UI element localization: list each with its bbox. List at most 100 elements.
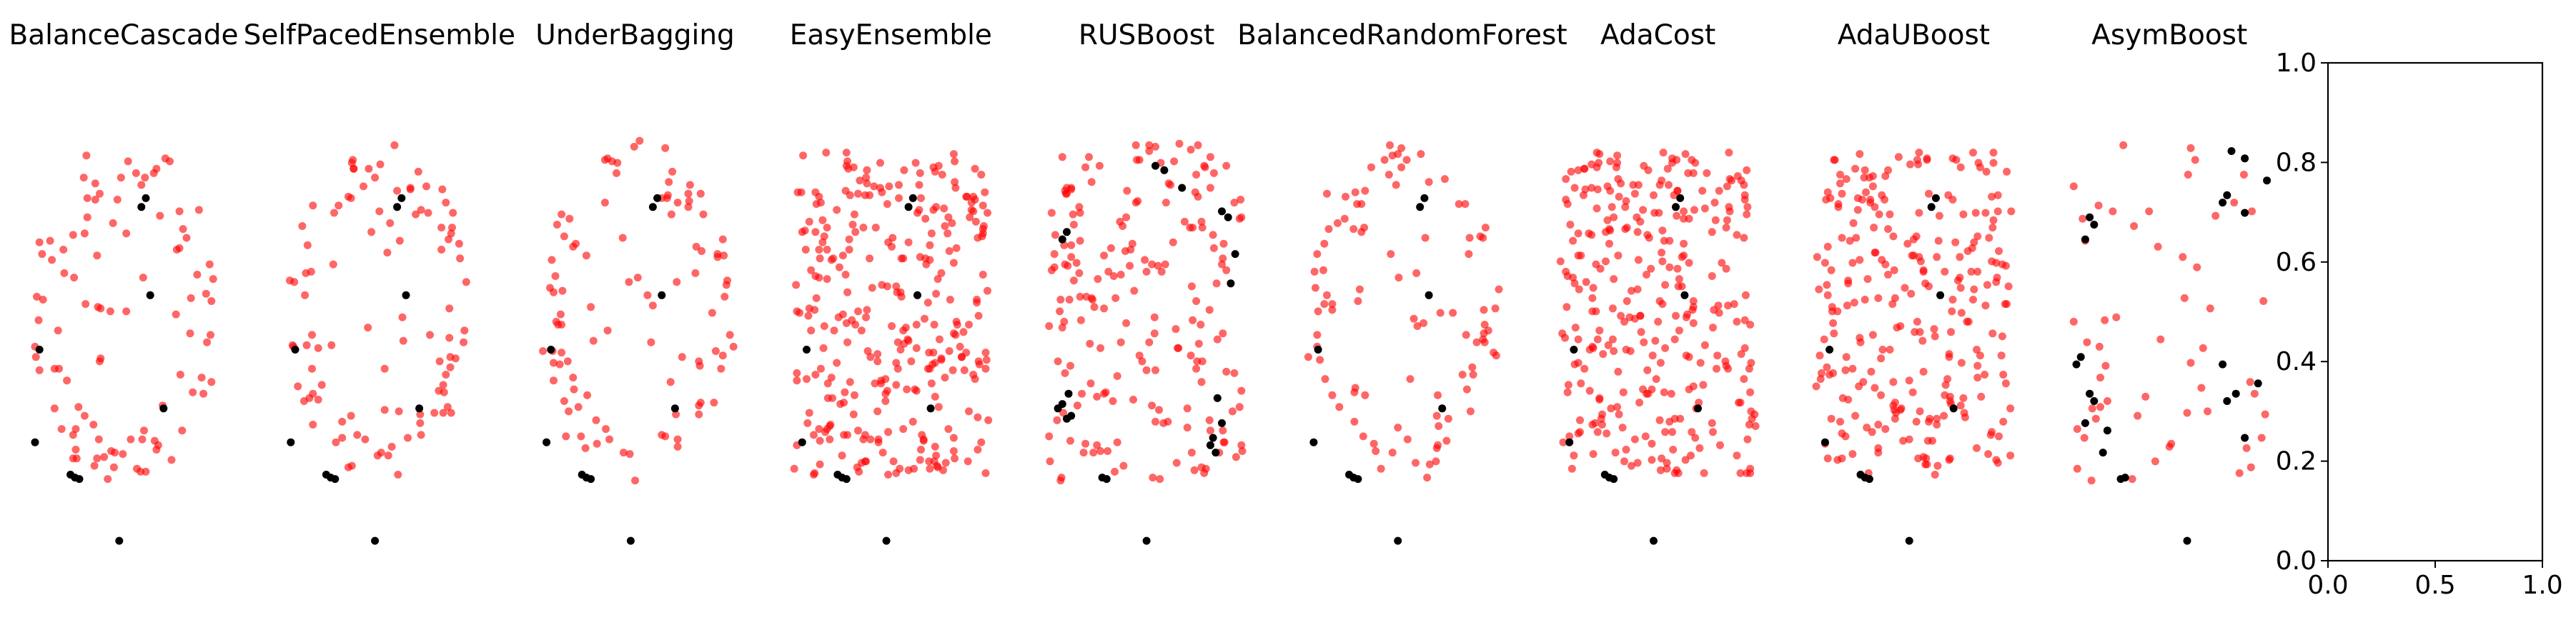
red-point <box>435 386 443 395</box>
red-point <box>1462 331 1470 339</box>
red-point <box>560 232 568 241</box>
red-point <box>48 256 56 264</box>
red-point <box>648 301 657 310</box>
red-point <box>59 246 68 254</box>
red-point <box>856 176 864 185</box>
red-point <box>1650 191 1658 199</box>
red-point <box>1189 316 1197 324</box>
red-point <box>1733 451 1741 460</box>
red-point <box>416 419 425 427</box>
black-point <box>1231 250 1239 259</box>
red-point <box>1076 316 1085 324</box>
black-point <box>1949 404 1958 413</box>
red-point <box>2248 207 2256 216</box>
black-point <box>1680 291 1689 299</box>
red-point <box>848 221 857 229</box>
black-point <box>2219 360 2227 369</box>
red-point <box>1675 326 1683 335</box>
panel-title: RUSBoost <box>1079 19 1215 51</box>
black-point <box>1856 471 1865 479</box>
red-point <box>72 454 81 463</box>
red-point <box>1661 428 1670 436</box>
red-point <box>863 347 872 355</box>
red-point <box>96 189 104 198</box>
red-point <box>1481 224 1490 232</box>
red-point <box>1213 335 1222 344</box>
panel-title: BalancedRandomForest <box>1237 19 1567 51</box>
red-point <box>912 344 921 352</box>
red-point <box>845 235 853 244</box>
red-point <box>799 151 808 160</box>
red-point <box>792 281 801 289</box>
red-point <box>1743 435 1752 444</box>
red-point <box>1056 296 1065 304</box>
red-point <box>1925 282 1933 291</box>
red-point <box>1973 361 1982 370</box>
red-point <box>1397 163 1406 171</box>
red-point <box>602 425 610 434</box>
red-point <box>1570 360 1579 369</box>
red-point <box>1621 203 1630 211</box>
red-point <box>810 471 818 479</box>
red-point <box>558 286 567 295</box>
red-point <box>448 224 456 232</box>
red-point <box>71 425 80 434</box>
red-point <box>1667 389 1675 398</box>
red-point <box>2091 414 2100 423</box>
red-point <box>1899 436 1908 445</box>
red-point <box>1197 463 1206 471</box>
red-point <box>1100 251 1109 260</box>
black-point <box>1206 441 1214 449</box>
red-point <box>1151 417 1159 426</box>
red-point <box>1562 175 1570 184</box>
red-point <box>1889 378 1898 386</box>
red-point <box>937 269 946 277</box>
red-point <box>949 434 958 442</box>
scatter-panel-6: BalancedRandomForest <box>1237 19 1567 545</box>
red-point <box>1141 256 1149 264</box>
red-point <box>1123 186 1131 195</box>
red-point <box>205 260 214 269</box>
red-point <box>1888 300 1897 309</box>
red-point <box>971 217 980 226</box>
red-point <box>803 375 811 384</box>
y-tick-label: 0.0 <box>2276 546 2317 576</box>
red-point <box>1708 228 1716 236</box>
red-point <box>1617 179 1625 188</box>
red-point <box>197 374 206 382</box>
red-point <box>805 217 813 226</box>
red-point <box>1740 316 1749 324</box>
red-point <box>926 241 934 249</box>
red-point <box>1856 150 1864 159</box>
red-point <box>1695 444 1704 452</box>
red-point <box>873 407 882 416</box>
red-point <box>1126 261 1134 270</box>
red-point <box>1953 276 1962 285</box>
red-point <box>2242 444 2251 452</box>
red-point <box>1673 264 1682 273</box>
red-point <box>1683 310 1692 319</box>
red-point <box>1691 159 1700 167</box>
red-point <box>833 359 841 367</box>
red-point <box>1655 181 1664 189</box>
red-point <box>949 447 958 455</box>
red-point <box>801 226 809 235</box>
red-point <box>1959 394 1968 402</box>
red-point <box>857 326 866 335</box>
black-point <box>670 404 679 413</box>
scatter-panel-8: AdaUBoost <box>1812 19 2016 545</box>
red-point <box>673 435 682 444</box>
black-point <box>1927 203 1936 211</box>
red-point <box>1988 329 1997 338</box>
red-point <box>91 179 99 188</box>
red-point <box>805 304 813 313</box>
red-point <box>1916 257 1925 266</box>
red-point <box>574 403 583 411</box>
red-point <box>1688 306 1697 314</box>
red-point <box>903 335 912 344</box>
red-point <box>974 446 982 454</box>
black-point <box>842 475 851 484</box>
red-point <box>377 449 385 457</box>
red-point <box>1187 449 1196 457</box>
red-point <box>539 347 548 355</box>
